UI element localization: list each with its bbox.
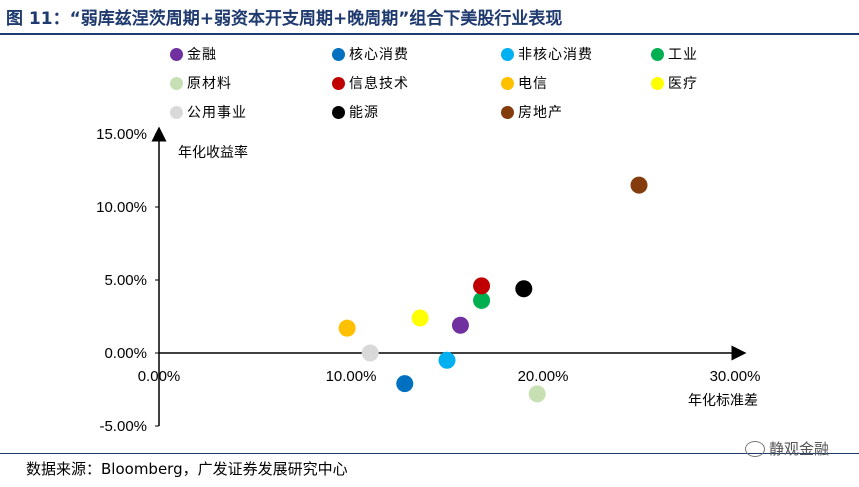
watermark: 静观金融 — [744, 438, 829, 459]
legend-label: 公用事业 — [187, 105, 247, 121]
legend-label: 非核心消费 — [518, 47, 593, 63]
data-point — [630, 176, 648, 194]
data-point — [528, 385, 546, 403]
legend-swatch — [501, 76, 514, 90]
y-tick-label: 15.00% — [96, 126, 147, 143]
legend-label: 核心消费 — [349, 47, 409, 63]
legend-swatch — [651, 76, 664, 90]
legend-label: 房地产 — [518, 105, 563, 121]
legend-item: 信息技术 — [332, 73, 409, 93]
x-tick-label: 0.00% — [138, 368, 181, 385]
legend-swatch — [170, 76, 183, 90]
data-point — [473, 277, 491, 295]
legend-label: 原材料 — [187, 76, 232, 92]
x-tick-label: 30.00% — [710, 368, 761, 385]
watermark-text: 静观金融 — [768, 440, 829, 458]
legend-item: 原材料 — [170, 73, 232, 93]
legend-swatch — [170, 105, 183, 119]
y-tick-label: -5.00% — [99, 418, 147, 435]
figure-title: 图 11：“弱库兹涅茨周期+弱资本开支周期+晚周期”组合下美股行业表现 — [6, 9, 563, 29]
legend-item: 电信 — [501, 73, 548, 93]
legend-swatch — [170, 47, 183, 61]
x-tick-label: 20.00% — [518, 368, 569, 385]
legend-label: 信息技术 — [349, 76, 409, 92]
y-axis-label: 年化收益率 — [178, 144, 248, 161]
legend-swatch — [332, 76, 345, 90]
legend-swatch — [332, 47, 345, 61]
data-point — [396, 375, 414, 393]
legend-label: 电信 — [518, 76, 548, 92]
legend-item: 公用事业 — [170, 102, 247, 122]
legend-label: 能源 — [349, 105, 379, 121]
data-point — [515, 280, 533, 298]
legend-label: 医疗 — [668, 76, 698, 92]
legend-label: 金融 — [187, 47, 217, 63]
legend-swatch — [501, 47, 514, 61]
legend-item: 核心消费 — [332, 44, 409, 64]
y-tick-label: 5.00% — [104, 272, 147, 289]
data-point — [451, 316, 469, 334]
source-note: 数据来源：Bloomberg，广发证券发展研究中心 — [26, 460, 348, 478]
data-point — [338, 319, 356, 337]
footer-rule — [0, 453, 859, 454]
legend-swatch — [501, 105, 514, 119]
data-point — [361, 344, 379, 362]
x-axis-label: 年化标准差 — [688, 393, 758, 409]
data-point — [411, 309, 429, 327]
legend-item: 医疗 — [651, 73, 698, 93]
legend-item: 房地产 — [501, 102, 563, 122]
wechat-icon — [744, 440, 765, 457]
data-point — [473, 291, 491, 309]
legend-label: 工业 — [668, 47, 698, 63]
legend-item: 非核心消费 — [501, 44, 593, 64]
legend-swatch — [332, 105, 345, 119]
y-tick-label: 10.00% — [96, 199, 147, 216]
x-tick-label: 10.00% — [326, 368, 377, 385]
legend-swatch — [651, 47, 664, 61]
legend-item: 能源 — [332, 102, 379, 122]
legend-item: 工业 — [651, 44, 698, 64]
y-tick-label: 0.00% — [104, 345, 147, 362]
title-rule — [0, 33, 859, 35]
data-point — [438, 351, 456, 369]
legend-item: 金融 — [170, 44, 217, 64]
